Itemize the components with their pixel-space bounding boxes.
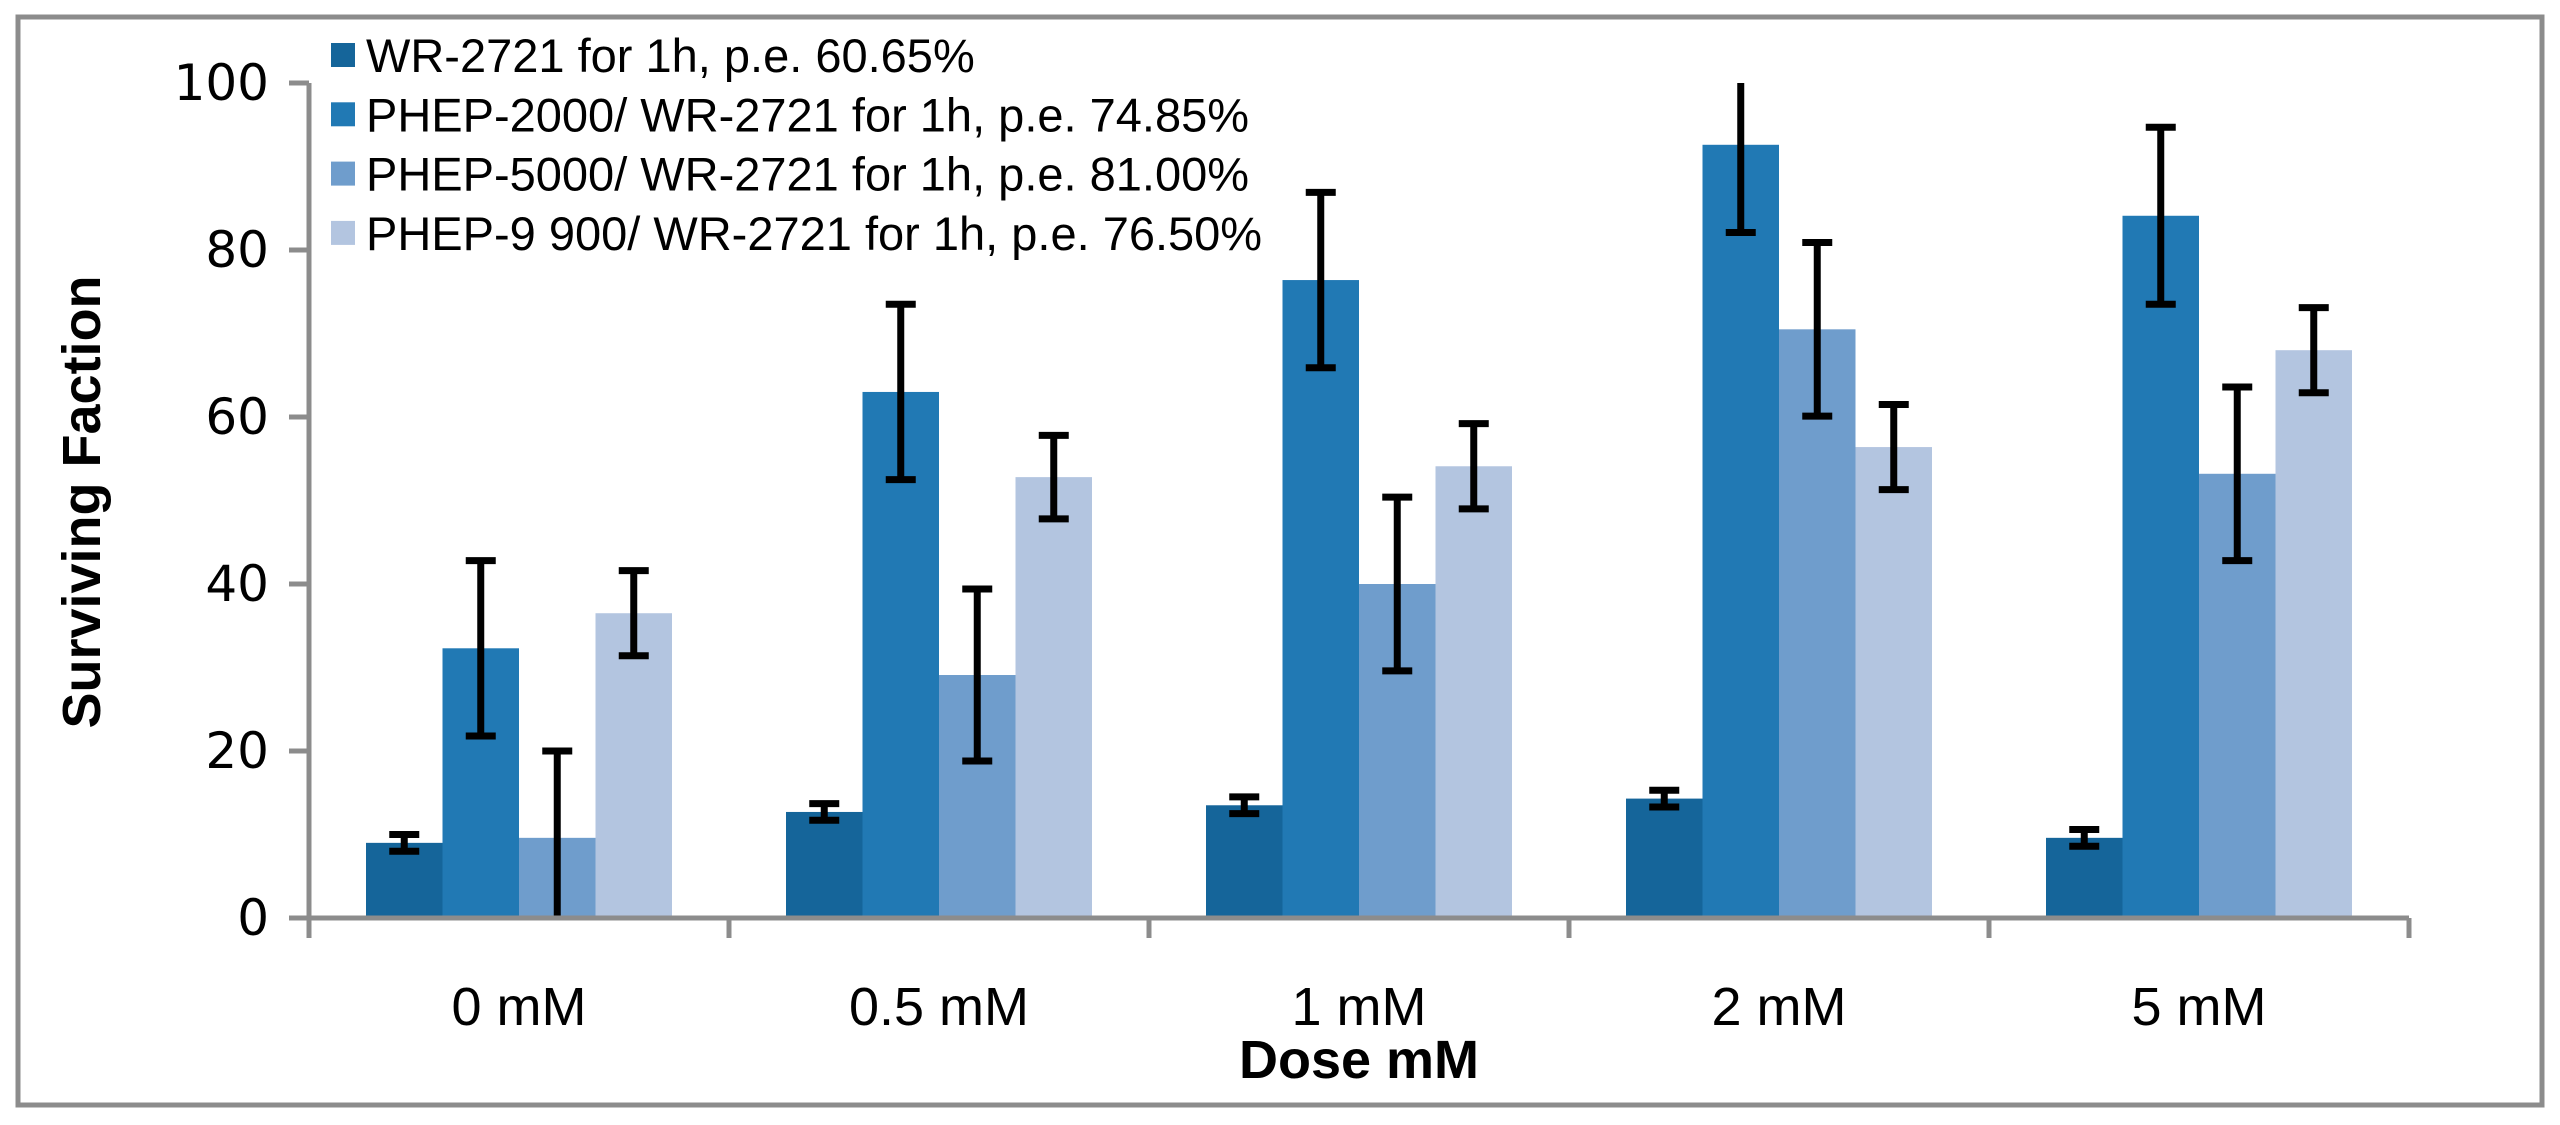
x-tick-label: 0 mM — [452, 977, 587, 1037]
y-tick-label: 60 — [205, 388, 269, 446]
legend-swatch — [331, 43, 355, 67]
legend-label: PHEP-2000/ WR-2721 for 1h, p.e. 74.85% — [366, 88, 1249, 141]
x-axis-title: Dose mM — [1239, 1030, 1479, 1090]
legend-swatch — [331, 220, 355, 245]
legend-swatch — [331, 161, 355, 186]
y-tick-label: 0 — [237, 889, 269, 947]
x-tick-label: 0.5 mM — [849, 977, 1029, 1037]
chart-frame — [15, 14, 2545, 1108]
bar — [1626, 798, 1703, 918]
x-ticks: 0 mM 0.5 mM 1 mM 2 mM 5 mM — [306, 918, 2412, 1037]
bar — [2046, 837, 2123, 918]
bar — [1206, 805, 1283, 918]
bar — [1015, 477, 1092, 918]
bar — [786, 811, 863, 918]
bar — [595, 613, 672, 918]
legend-label: WR-2721 for 1h, p.e. 60.65% — [366, 29, 975, 82]
bar — [2275, 350, 2352, 918]
bar — [1282, 280, 1359, 918]
y-ticks: 0 20 40 60 80 100 — [174, 54, 309, 947]
error-bars-layer — [389, 83, 2329, 918]
bar — [1779, 329, 1856, 918]
legend-label: PHEP-9 900/ WR-2721 for 1h, p.e. 76.50% — [366, 207, 1262, 260]
y-tick-label: 20 — [205, 722, 269, 780]
bar — [2122, 215, 2199, 918]
bar — [366, 842, 443, 918]
y-tick-label: 80 — [205, 221, 269, 279]
axes — [291, 83, 2409, 936]
bars-layer — [366, 144, 2352, 919]
x-tick-label: 1 mM — [1292, 977, 1427, 1037]
bar — [1435, 466, 1512, 918]
x-tick-label: 5 mM — [2132, 977, 2267, 1037]
y-tick-label: 100 — [174, 54, 269, 112]
legend: WR-2721 for 1h, p.e. 60.65% PHEP-2000/ WR… — [331, 29, 1262, 260]
x-tick-label: 2 mM — [1712, 977, 1847, 1037]
bar — [1855, 447, 1932, 918]
y-axis-title: Surviving Faction — [52, 275, 112, 728]
bar — [1702, 144, 1779, 919]
legend-label: PHEP-5000/ WR-2721 for 1h, p.e. 81.00% — [366, 148, 1249, 201]
legend-swatch — [331, 102, 355, 127]
y-tick-label: 40 — [205, 555, 269, 613]
